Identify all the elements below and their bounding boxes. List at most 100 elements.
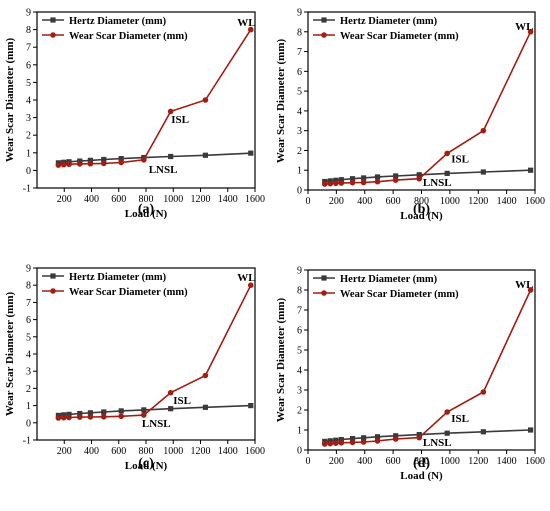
data-point	[76, 414, 83, 420]
y-tick-label: 5	[297, 87, 302, 98]
y-tick-label: 3	[297, 126, 302, 137]
x-tick-label: 400	[357, 456, 372, 467]
x-tick-label: 400	[84, 194, 99, 205]
x-tick-label: 0	[306, 456, 311, 467]
x-tick-label: 200	[329, 456, 344, 467]
data-point	[66, 411, 72, 417]
x-tick-label: 800	[414, 456, 429, 467]
data-point	[338, 180, 345, 186]
y-tick-label: 5	[26, 78, 31, 89]
x-tick-label: 600	[386, 456, 401, 467]
legend-marker	[50, 288, 56, 294]
y-tick-label: 3	[26, 113, 31, 124]
data-point	[118, 413, 125, 420]
x-tick-label: 400	[84, 446, 99, 457]
y-tick-label: 2	[297, 146, 302, 157]
data-point	[392, 436, 399, 442]
x-tick-label: 1600	[245, 194, 265, 205]
data-point	[60, 414, 67, 421]
x-tick-label: 1600	[525, 456, 545, 467]
y-tick-label: 7	[26, 298, 31, 309]
series-line	[324, 289, 532, 445]
data-point	[338, 437, 344, 443]
data-point	[141, 157, 147, 163]
data-point	[360, 179, 367, 186]
x-tick-label: 1400	[218, 194, 238, 205]
legend-label: Hertz Diameter (mm)	[69, 16, 167, 27]
data-point	[349, 439, 356, 446]
legend-label: Hertz Diameter (mm)	[340, 274, 438, 285]
data-point	[202, 97, 209, 103]
x-tick-label: 1000	[163, 446, 183, 457]
annotation-label: WL	[515, 279, 533, 291]
data-point	[118, 159, 125, 166]
y-tick-label: 5	[26, 332, 31, 343]
data-point	[480, 127, 487, 134]
annotation-label: ISL	[451, 413, 469, 425]
panel-label: (a)	[138, 202, 155, 217]
data-point	[374, 178, 381, 185]
data-point	[392, 177, 399, 183]
x-tick-label: 1600	[245, 446, 265, 457]
x-axis-title: Load (N)	[400, 470, 443, 482]
y-tick-label: 7	[297, 47, 302, 58]
data-point	[202, 152, 209, 158]
y-tick-label: 4	[297, 106, 302, 117]
y-tick-label: 1	[26, 148, 31, 159]
y-tick-label: 9	[26, 8, 31, 19]
y-axis-title: Wear Scar Diameter (mm)	[4, 292, 16, 417]
y-tick-label: 1	[297, 166, 302, 177]
series-line	[58, 29, 252, 166]
data-point	[87, 414, 94, 420]
x-axis-title: Load (N)	[125, 460, 168, 472]
x-tick-label: 200	[57, 446, 72, 457]
y-tick-label: 4	[26, 96, 31, 107]
legend-marker	[50, 32, 56, 38]
data-point	[416, 175, 423, 182]
legend-marker	[321, 275, 327, 281]
x-axis-title: Load (N)	[400, 210, 443, 222]
y-tick-label: 6	[297, 67, 302, 78]
y-tick-label: 6	[26, 60, 31, 71]
x-tick-label: 1200	[468, 196, 488, 207]
y-tick-label: 3	[26, 367, 31, 378]
x-tick-label: 200	[57, 194, 72, 205]
chart-panel: -1 0 1 2 3 4 5 6 7 8 9 200 400 600 800 1000 1200 1400 1600…	[4, 8, 265, 221]
data-point	[416, 172, 422, 178]
y-tick-label: -1	[23, 436, 31, 447]
data-point	[327, 440, 334, 447]
series-line	[324, 31, 532, 185]
data-point	[101, 156, 107, 163]
data-point	[480, 389, 487, 395]
x-axis-title: Load (N)	[125, 208, 168, 220]
legend-marker	[321, 17, 327, 23]
chart-panel: 0 1 2 3 4 5 6 7 8 9 0 200 400 600 800 1000 1200 1400 1600 L…	[275, 8, 545, 223]
data-point	[66, 161, 72, 168]
y-tick-label: 1	[297, 426, 302, 437]
data-point	[168, 153, 174, 160]
data-point	[100, 160, 107, 167]
data-point	[321, 181, 328, 187]
chart-panel: -1 0 1 2 3 4 5 6 7 8 9 200 400 600 800 1000 1200 1400 1600…	[4, 264, 265, 473]
y-tick-label: 3	[297, 386, 302, 397]
chart-panel: 0 1 2 3 4 5 6 7 8 9 0 200 400 600 800 1000 1200 1400 1600 L…	[275, 266, 545, 483]
y-tick-label: 8	[26, 281, 31, 292]
data-point	[55, 162, 62, 168]
y-tick-label: 9	[26, 264, 31, 275]
data-point	[66, 414, 72, 421]
legend-marker	[321, 290, 327, 296]
data-point	[327, 180, 334, 187]
data-point	[349, 436, 356, 442]
data-point	[247, 282, 254, 289]
data-point	[100, 413, 107, 420]
y-tick-label: -1	[23, 184, 31, 195]
data-point	[374, 434, 381, 440]
annotation-label: WL	[515, 21, 533, 33]
data-point	[77, 158, 83, 164]
x-tick-label: 1200	[191, 194, 211, 205]
x-tick-label: 1000	[163, 194, 183, 205]
data-point	[361, 175, 367, 181]
data-point	[141, 412, 147, 418]
y-axis-title: Wear Scar Diameter (mm)	[4, 38, 16, 163]
y-tick-label: 7	[26, 43, 31, 54]
